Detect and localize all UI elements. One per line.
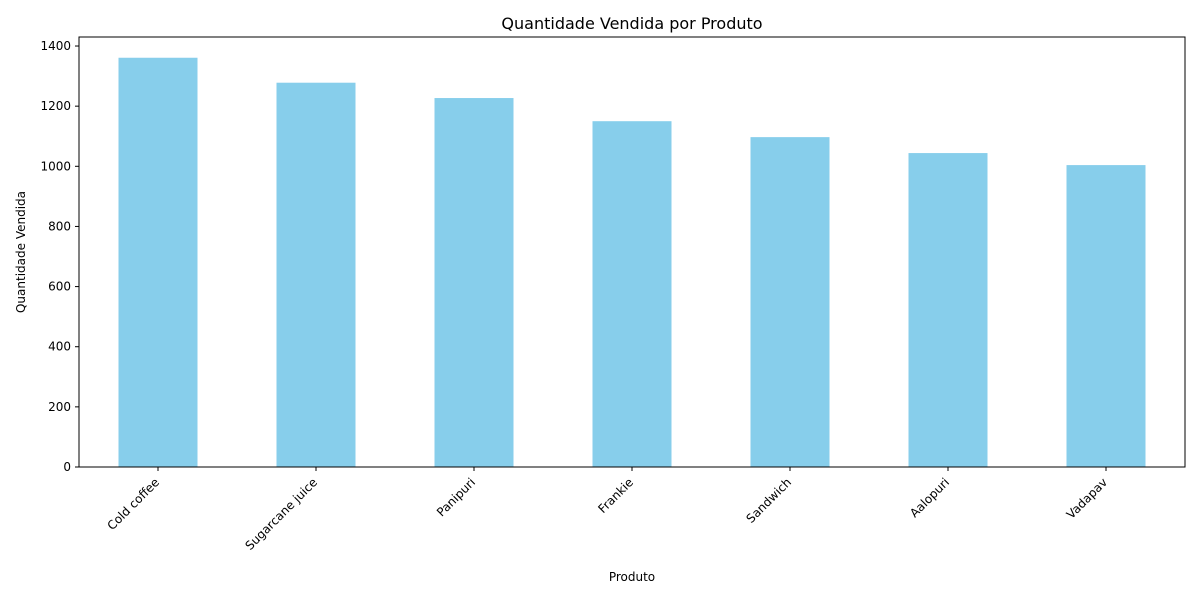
bar-frankie: [592, 121, 672, 467]
y-axis: 0 200 400 600 800 1000 1200 1400: [40, 39, 79, 474]
x-tick-label: Vadapav: [1064, 475, 1110, 521]
x-tick-label: Aalopuri: [907, 475, 952, 520]
chart-title: Quantidade Vendida por Produto: [501, 14, 762, 33]
bar-cold-coffee: [118, 57, 198, 467]
bar-sugarcane-juice: [276, 82, 356, 468]
y-tick-label: 600: [48, 280, 71, 294]
y-tick-label: 1200: [40, 99, 71, 113]
y-axis-label: Quantidade Vendida: [14, 191, 28, 313]
x-tick-label: Sugarcane juice: [242, 475, 320, 553]
y-tick-label: 1400: [40, 39, 71, 53]
y-tick-label: 200: [48, 400, 71, 414]
y-tick-label: 1000: [40, 159, 71, 173]
x-tick-label: Sandwich: [744, 475, 795, 526]
x-tick-label: Panipuri: [434, 475, 478, 519]
y-tick-label: 0: [63, 460, 71, 474]
x-tick-label: Frankie: [595, 475, 636, 516]
x-axis: Cold coffee Sugarcane juice Panipuri Franki…: [105, 467, 1110, 553]
bar-panipuri: [434, 98, 514, 467]
x-tick-label: Cold coffee: [105, 475, 163, 533]
x-axis-label: Produto: [609, 570, 655, 584]
axes-border: [78, 36, 1186, 468]
y-tick-label: 800: [48, 219, 71, 233]
y-tick-label: 400: [48, 340, 71, 354]
bar-vadapav: [1066, 165, 1146, 467]
bar-sandwich: [750, 137, 830, 467]
axes-frame: [78, 36, 1186, 468]
bar-aalopuri: [908, 153, 988, 467]
bars-group: [118, 57, 1146, 468]
